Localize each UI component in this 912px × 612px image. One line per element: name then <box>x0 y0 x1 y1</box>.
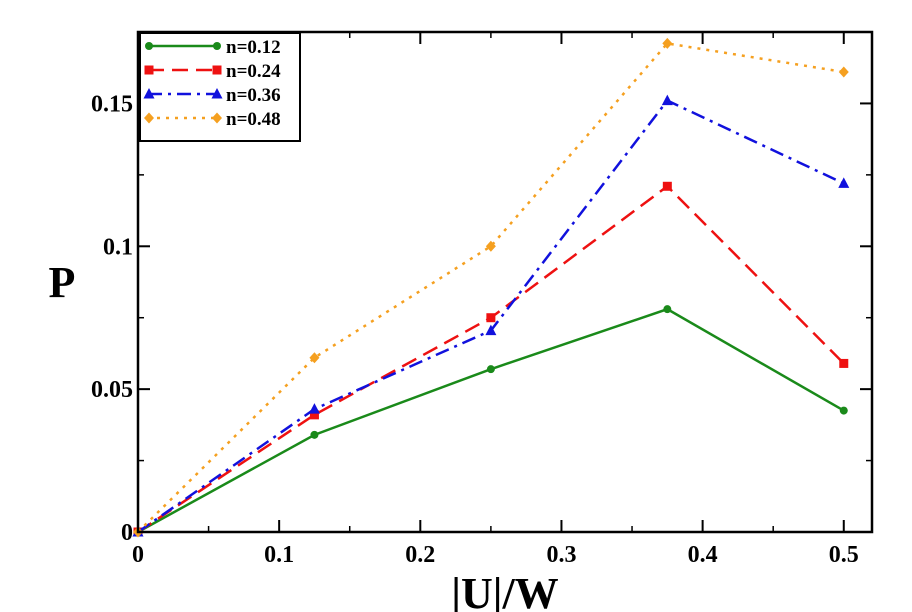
legend-marker <box>212 112 222 124</box>
legend-marker <box>212 65 222 75</box>
x-tick-label: 0.1 <box>264 542 294 568</box>
data-point <box>309 352 320 364</box>
data-point <box>309 410 319 420</box>
legend-marker <box>211 88 223 99</box>
series-line <box>137 184 845 534</box>
x-tick-label: 0.4 <box>688 542 718 568</box>
data-point <box>485 324 497 336</box>
y-axis-label: P <box>49 258 76 307</box>
data-point <box>839 358 849 368</box>
legend-marker <box>143 88 155 99</box>
x-tick-label: 0.2 <box>405 542 435 568</box>
series-layer <box>132 37 850 538</box>
plot-frame <box>136 30 874 534</box>
legend-label: n=0.12 <box>226 37 281 58</box>
series-n=0.24 <box>133 181 849 537</box>
legend-marker <box>145 42 153 50</box>
y-tick-label: 0.15 <box>91 91 133 117</box>
x-tick-label: 0.5 <box>829 542 859 568</box>
y-tick-label: 0.05 <box>91 377 133 403</box>
data-point <box>485 240 496 252</box>
series-n=0.12 <box>134 305 848 536</box>
data-point <box>308 403 320 414</box>
legend: n=0.12 n=0.24 n=0.36 n=0.48 <box>139 32 301 142</box>
legend-box <box>139 32 301 142</box>
legend-label: n=0.48 <box>226 109 281 130</box>
legend-label: n=0.24 <box>226 61 281 82</box>
data-point <box>662 37 673 49</box>
x-tick-label: 0 <box>132 542 144 568</box>
data-point <box>662 181 672 191</box>
data-point <box>310 430 319 439</box>
legend-marker <box>213 42 221 50</box>
data-point <box>486 313 496 323</box>
y-tick-label: 0 <box>121 520 133 546</box>
x-axis-label: |U|/W <box>451 569 558 612</box>
data-point <box>663 305 672 314</box>
y-tick-label: 0.1 <box>103 234 133 260</box>
data-point <box>486 365 495 374</box>
series-line <box>137 307 845 534</box>
legend-marker <box>144 65 154 75</box>
data-point <box>838 177 850 188</box>
legend-marker <box>144 112 154 124</box>
x-tick-label: 0.3 <box>546 542 576 568</box>
legend-label: n=0.36 <box>226 85 281 106</box>
series-line <box>137 42 844 533</box>
data-point <box>838 66 849 78</box>
data-point <box>839 406 848 415</box>
data-point <box>661 94 673 106</box>
ticks-layer: 0 0.1 0.2 0.3 0.4 0.5 0 0.05 0.1 0.15 <box>91 32 872 568</box>
